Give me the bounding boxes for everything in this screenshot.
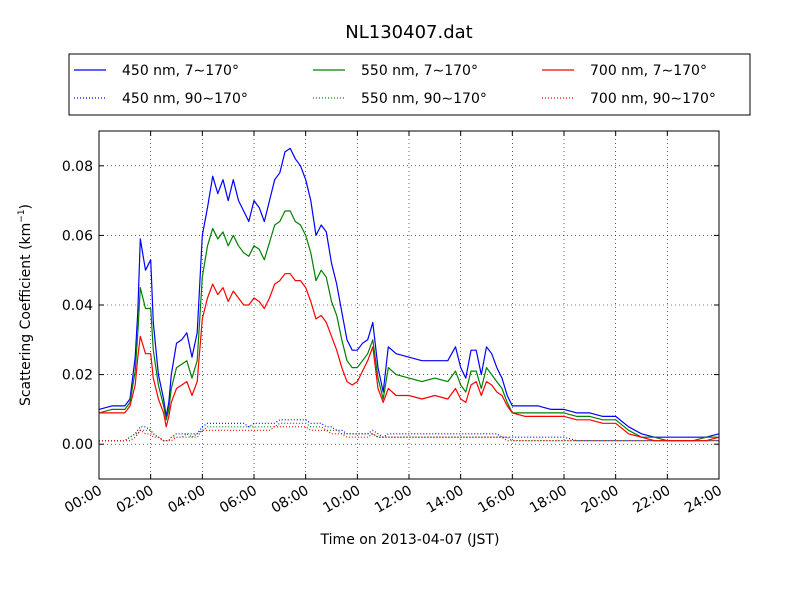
x-axis-label: Time on 2013-04-07 (JST): [320, 532, 500, 548]
series-line: [98, 147, 720, 438]
legend-box: [68, 53, 751, 116]
y-axis-label-superscript: −1: [17, 209, 27, 222]
chart-title: NL130407.dat: [345, 22, 472, 43]
legend-label: 450 nm, 7∼170°: [122, 63, 239, 79]
series-lines: [98, 147, 720, 442]
y-axis-label: Scattering Coefficient (km−1): [17, 204, 34, 406]
legend: 450 nm, 7∼170° 550 nm, 7∼170° 700 nm, 7∼17…: [74, 63, 716, 107]
legend-label: 550 nm, 90∼170°: [361, 91, 487, 107]
y-tick-label: 0.06: [62, 228, 93, 244]
y-tick-label: 0.08: [62, 159, 93, 175]
legend-label: 550 nm, 7∼170°: [361, 63, 478, 79]
legend-label: 450 nm, 90∼170°: [122, 91, 248, 107]
grid-lines: [98, 131, 720, 479]
y-axis-label-main: Scattering Coefficient (km: [18, 223, 34, 406]
y-tick-label: 0.00: [62, 437, 93, 453]
legend-label: 700 nm, 90∼170°: [590, 91, 716, 107]
series-line: [98, 210, 719, 442]
y-axis-label-close: ): [18, 204, 34, 209]
series-line: [99, 273, 720, 442]
legend-label: 700 nm, 7∼170°: [590, 63, 707, 79]
series-line: [99, 419, 719, 442]
y-tick-label: 0.02: [62, 368, 93, 384]
y-tick-label: 0.04: [62, 298, 93, 314]
